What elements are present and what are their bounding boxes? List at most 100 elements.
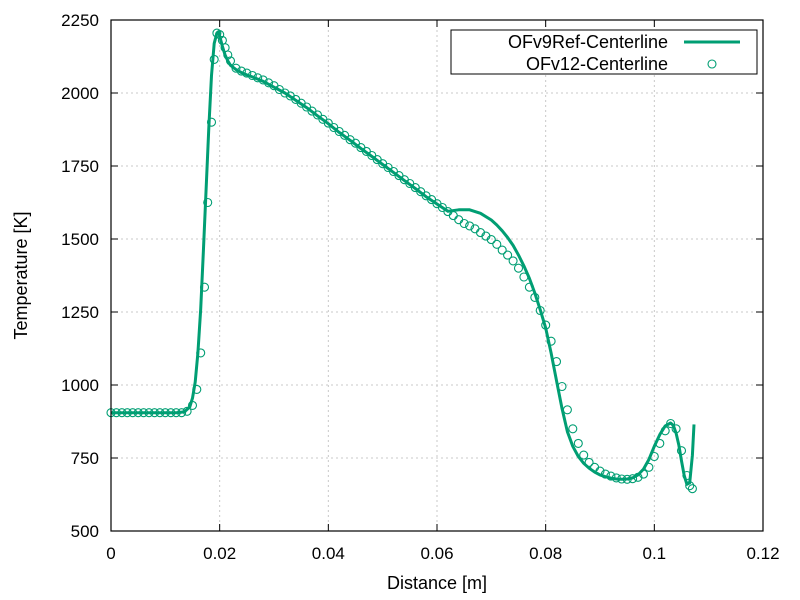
y-tick-label: 500 (71, 522, 99, 541)
y-axis-label: Temperature [K] (11, 211, 31, 339)
series-marker-ofv12 (606, 471, 616, 481)
series-marker-ofv12 (579, 450, 589, 460)
series-marker-ofv12 (215, 30, 225, 40)
series-marker-ofv12 (149, 408, 160, 418)
legend: OFv9Ref-Centerline OFv12-Centerline (450, 29, 758, 75)
series-line-layer (111, 30, 696, 486)
x-tick-label: 0.04 (312, 544, 345, 563)
series-marker-ofv12 (600, 469, 610, 479)
series-marker-ofv12 (541, 320, 551, 330)
series-marker-ofv12 (530, 292, 540, 302)
series-marker-ofv12 (182, 406, 192, 416)
series-marker-ofv12 (497, 245, 507, 255)
legend-box (450, 29, 758, 75)
series-marker-ofv12 (203, 197, 213, 208)
series-marker-ofv12 (546, 336, 556, 346)
y-tick-label: 1250 (61, 303, 99, 322)
series-marker-ofv12 (454, 215, 464, 225)
series-marker-ofv12 (584, 457, 594, 467)
series-marker-ofv12 (685, 481, 695, 491)
series-marker-ofv12 (223, 50, 233, 60)
series-marker-ofv12 (209, 54, 219, 64)
series-marker-ofv12 (166, 408, 176, 418)
series-marker-ofv12 (513, 263, 524, 273)
series-marker-ofv12 (557, 381, 567, 392)
series-marker-ofv12 (312, 110, 323, 120)
series-marker-ofv12 (465, 221, 475, 231)
legend-label-ofv12: OFv12-Centerline (526, 54, 668, 74)
series-marker-ofv12 (253, 73, 263, 83)
series-marker-ofv12 (666, 418, 676, 429)
series-marker-ofv12 (676, 446, 687, 456)
series-marker-ofv12 (671, 424, 681, 434)
x-tick-label: 0.08 (529, 544, 562, 563)
series-marker-ofv12 (280, 88, 290, 98)
series-marker-ofv12 (644, 462, 654, 472)
series-marker-ofv12 (199, 282, 210, 292)
y-tick-label: 1000 (61, 376, 99, 395)
series-marker-ofv12 (687, 484, 697, 494)
series-marker-ofv12 (524, 282, 534, 292)
x-tick-label: 0 (106, 544, 115, 563)
series-marker-ofv12 (350, 138, 361, 148)
y-tick-label: 2000 (61, 84, 99, 103)
legend-label-ofv9ref: OFv9Ref-Centerline (508, 32, 668, 52)
series-marker-ofv12 (617, 474, 627, 484)
series-marker-ofv12 (503, 250, 513, 260)
series-line-ofv9ref (111, 30, 696, 486)
series-marker-ofv12 (340, 130, 350, 140)
series-marker-ofv12 (622, 474, 632, 484)
series-marker-ofv12 (171, 408, 181, 418)
x-tick-label: 0.06 (420, 544, 453, 563)
series-marker-ofv12 (492, 239, 502, 249)
series-marker-ofv12 (649, 451, 659, 462)
series-marker-ofv12 (192, 384, 202, 394)
series-marker-ofv12 (144, 408, 154, 418)
series-marker-ofv12 (448, 211, 458, 221)
series-marker-ofv12 (128, 408, 138, 418)
x-tick-label: 0.12 (746, 544, 779, 563)
grid-lines (111, 20, 763, 531)
series-marker-ofv12 (628, 474, 638, 484)
series-marker-ofv12 (486, 235, 496, 245)
series-marker-ofv12 (660, 426, 670, 436)
series-marker-ofv12 (573, 438, 583, 448)
y-tick-label: 1750 (61, 157, 99, 176)
x-axis-label: Distance [m] (387, 573, 487, 593)
series-marker-ofv12 (247, 70, 257, 81)
series-marker-ofv12 (459, 218, 469, 229)
series-marker-ofv12 (638, 469, 649, 479)
y-tick-label: 1500 (61, 230, 99, 249)
series-marker-ofv12 (236, 66, 246, 76)
tick-labels: 0 0.02 0.04 0.06 0.08 0.1 0.12 500 750 1000 1250 15… (61, 11, 779, 563)
series-marker-ofv12 (122, 408, 132, 418)
series-marker-ofv12 (155, 408, 165, 418)
series-marker-ofv12 (196, 348, 206, 358)
series-marker-ofv12 (231, 63, 241, 73)
series-marker-ofv12 (633, 472, 643, 482)
series-marker-ofv12 (508, 256, 518, 266)
series-marker-ofv12 (117, 408, 127, 418)
series-marker-ofv12 (519, 272, 529, 282)
series-marker-ofv12 (590, 462, 600, 472)
y-tick-label: 2250 (61, 11, 99, 30)
series-marker-ofv12 (682, 470, 692, 481)
series-marker-ofv12 (177, 408, 187, 418)
series-marker-ofv12 (535, 305, 545, 316)
series-marker-ofv12 (562, 405, 572, 415)
series-marker-ofv12 (568, 424, 578, 434)
series-marker-ofv12 (206, 117, 217, 127)
series-marker-ofv12 (160, 408, 170, 418)
series-marker-ofv12 (258, 75, 268, 85)
legend-swatch-marker (707, 59, 717, 69)
series-marker-ofv12 (611, 473, 621, 483)
x-tick-label: 0.02 (203, 544, 236, 563)
series-marker-ofv12 (655, 438, 665, 448)
axis-ticks (110, 19, 764, 532)
y-tick-label: 750 (71, 449, 99, 468)
series-marker-ofv12 (187, 400, 198, 410)
series-marker-ofv12 (595, 466, 605, 476)
series-marker-ofv12 (551, 357, 562, 367)
series-marker-ofv12 (139, 408, 149, 418)
